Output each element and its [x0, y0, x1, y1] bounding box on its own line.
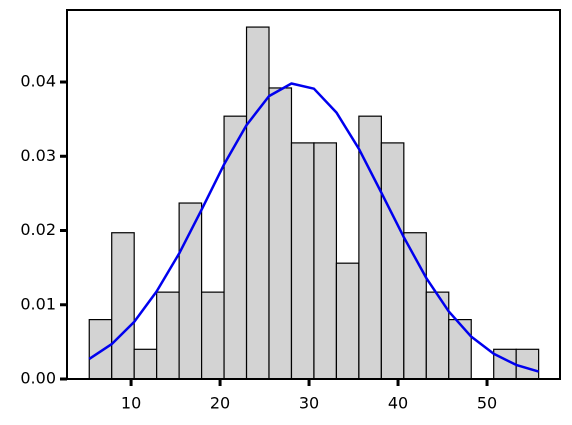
bar [403, 232, 427, 380]
bar [268, 87, 293, 380]
bar [313, 142, 338, 380]
y-tick-label: 0.01 [20, 294, 56, 313]
bar [88, 319, 113, 380]
x-tick-label: 40 [388, 394, 408, 413]
plot-frame [66, 9, 561, 380]
bar [200, 291, 225, 380]
bar [448, 319, 472, 380]
bar [380, 142, 405, 380]
x-tick-label: 50 [477, 394, 497, 413]
bar [515, 348, 540, 380]
x-tick-label: 20 [210, 394, 230, 413]
bar [290, 142, 315, 380]
y-tick-label: 0.04 [20, 72, 56, 91]
bar [156, 291, 180, 380]
bar [335, 262, 360, 380]
bar [111, 232, 135, 380]
bar [133, 348, 158, 380]
x-tick-label: 30 [299, 394, 319, 413]
bar [223, 115, 248, 380]
bar [245, 26, 270, 380]
y-tick-label: 0.02 [20, 220, 56, 239]
y-tick-label: 0.00 [20, 369, 56, 388]
y-tick-label: 0.03 [20, 146, 56, 165]
density-line [88, 82, 539, 373]
x-tick-label: 10 [121, 394, 141, 413]
